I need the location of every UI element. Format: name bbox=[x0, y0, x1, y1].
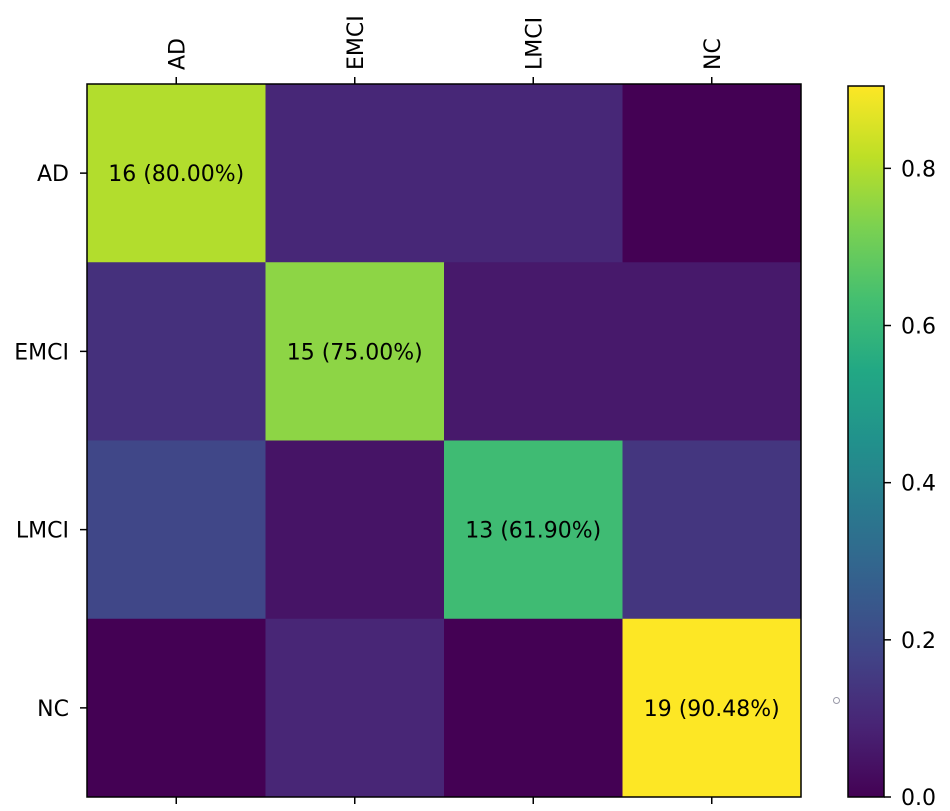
heatmap-cell bbox=[87, 618, 266, 798]
heatmap-cell bbox=[265, 262, 445, 441]
colorbar bbox=[847, 85, 885, 798]
heatmap-cell bbox=[265, 84, 445, 263]
heatmap-cell bbox=[444, 262, 623, 441]
heatmap-cell bbox=[444, 440, 623, 620]
x-tick-label: LMCI bbox=[522, 17, 547, 70]
x-tick-label: NC bbox=[701, 38, 726, 70]
heatmap-cell bbox=[622, 262, 802, 441]
y-tick-label: EMCI bbox=[14, 340, 69, 365]
x-tick-label: AD bbox=[165, 38, 190, 70]
colorbar-axis: 0.0 0.2 0.4 0.6 0.8 bbox=[884, 157, 936, 811]
colorbar-tick-label: 0.4 bbox=[901, 472, 936, 497]
heatmap-cell bbox=[444, 618, 623, 798]
plot-frame bbox=[86, 83, 802, 798]
heatmap-cells bbox=[87, 84, 802, 798]
cell-annotation: 16 (80.00%) bbox=[108, 162, 244, 187]
heatmap-cell bbox=[265, 618, 445, 798]
cell-annotation: 15 (75.00%) bbox=[287, 340, 423, 365]
heatmap-cell bbox=[622, 84, 802, 263]
x-tick-label: EMCI bbox=[344, 15, 369, 70]
y-tick-label: AD bbox=[37, 162, 69, 187]
cell-annotation: 13 (61.90%) bbox=[465, 519, 601, 544]
y-axis: AD EMCI LMCI NC bbox=[14, 162, 87, 722]
colorbar-tick-label: 0.2 bbox=[901, 629, 936, 654]
colorbar-tick-label: 0.6 bbox=[901, 315, 936, 340]
heatmap-cell bbox=[87, 440, 266, 620]
x-axis: AD EMCI LMCI NC bbox=[165, 15, 726, 804]
heatmap-cell bbox=[622, 440, 802, 620]
colorbar-tick-label: 0.8 bbox=[901, 157, 936, 182]
heatmap-cell bbox=[87, 262, 266, 441]
decorative-dot bbox=[833, 697, 840, 704]
heatmap-cell bbox=[444, 84, 623, 263]
cell-annotation: 19 (90.48%) bbox=[644, 697, 780, 722]
y-tick-label: LMCI bbox=[16, 519, 69, 544]
heatmap-annotations: 16 (80.00%) 15 (75.00%) 13 (61.90%) 19 (90.… bbox=[108, 162, 780, 722]
colorbar-tick-label: 0.0 bbox=[901, 786, 936, 811]
heatmap-cell bbox=[265, 440, 445, 620]
heatmap-cell bbox=[622, 618, 802, 798]
heatmap-cell bbox=[87, 84, 266, 263]
y-tick-label: NC bbox=[37, 697, 69, 722]
